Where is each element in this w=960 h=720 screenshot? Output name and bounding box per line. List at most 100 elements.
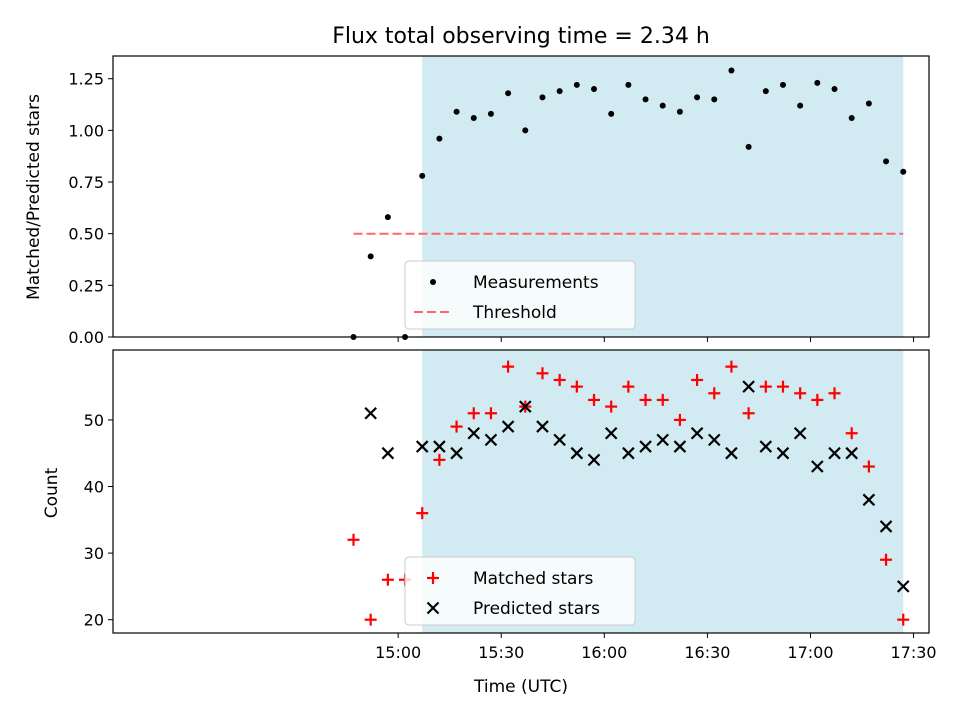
measurement-point: [883, 158, 890, 165]
measurement-point: [522, 127, 529, 134]
measurement-point: [384, 214, 391, 221]
y-tick-label: 0.75: [68, 173, 104, 192]
predicted-star-point: [622, 446, 635, 460]
matched-star-point: [794, 387, 807, 400]
y-tick-label: 0.50: [68, 225, 104, 244]
y-tick-label: 50: [84, 411, 104, 430]
count-panel: 15:00 15:30 16:00 16:30 17:00 17:30 20 30 40 50 Ma…: [84, 349, 937, 662]
measurement-point: [419, 172, 426, 179]
x-tick-label: 16:00: [581, 643, 627, 662]
matched-star-point: [553, 373, 566, 386]
predicted-star-point: [845, 446, 858, 460]
axes-frame: [112, 55, 930, 338]
predicted-star-point: [450, 446, 463, 460]
measurement-point: [762, 88, 769, 95]
matched-star-point: [656, 393, 669, 406]
predicted-star-point: [828, 446, 841, 460]
predicted-star-point: [673, 440, 687, 453]
measurement-point: [573, 81, 580, 88]
ratio-panel: 0.00 0.25 0.50 0.75 1.00 1.25 Measurements Thre…: [68, 55, 930, 347]
matched-star-point: [416, 507, 429, 520]
matched-star-point: [811, 393, 824, 406]
matched-star-point: [450, 420, 463, 433]
x-tick-label: 16:30: [684, 643, 730, 662]
predicted-star-point: [725, 446, 738, 460]
matched-star-point: [639, 393, 652, 406]
x-axis-label: Time (UTC): [473, 677, 568, 697]
matched-star-point: [725, 360, 738, 373]
matched-star-point: [880, 553, 893, 566]
x-tick-label: 17:00: [787, 643, 833, 662]
matched-star-point: [776, 380, 789, 393]
predicted-star-point: [639, 440, 652, 453]
measurement-point: [556, 88, 563, 95]
matched-star-point: [759, 380, 772, 393]
matched-star-point: [673, 413, 686, 426]
matched-star-point: [536, 367, 549, 380]
measurement-point: [436, 135, 443, 142]
predicted-star-point: [426, 601, 440, 615]
measurement-point: [865, 100, 872, 107]
measurement-point: [831, 86, 838, 93]
matched-star-point: [570, 380, 583, 393]
predicted-star-point: [759, 440, 773, 453]
legend-label: Measurements: [473, 273, 599, 293]
y-tick-label: 0.25: [68, 276, 104, 295]
matched-star-point: [897, 613, 910, 626]
y-tick-label: 20: [84, 611, 104, 630]
predicted-star-point: [811, 460, 824, 473]
measurement-point: [608, 110, 615, 117]
y-tick-label: 30: [84, 544, 104, 563]
legend: Matched stars Predicted stars: [404, 556, 636, 626]
predicted-star-point: [364, 406, 377, 420]
matched-star-point: [605, 400, 618, 413]
measurement-point: [470, 114, 477, 121]
measurement-point: [625, 81, 632, 88]
y-tick-label: 1.25: [68, 70, 104, 89]
measurement-point: [539, 94, 546, 101]
matched-star-point: [347, 533, 360, 546]
predicted-star-point: [501, 420, 515, 433]
chart-title: Flux total observing time = 2.34 h: [332, 24, 710, 49]
predicted-star-point: [570, 446, 584, 460]
x-tick-label: 15:30: [478, 643, 524, 662]
measurement-point: [676, 108, 683, 115]
matched-star-point: [364, 613, 377, 626]
predicted-star-point: [467, 426, 481, 440]
matched-star-point: [691, 373, 704, 386]
matched-star-point: [622, 380, 635, 393]
predicted-star-point: [656, 433, 670, 447]
legend-marker: [430, 279, 436, 285]
measurement-point: [694, 94, 701, 101]
measurement-point: [487, 110, 494, 117]
legend: Measurements Threshold: [404, 260, 636, 330]
predicted-star-point: [707, 433, 721, 447]
matched-star-point: [502, 360, 515, 373]
matched-star-point: [828, 387, 841, 400]
measurement-point: [659, 102, 666, 109]
predicted-star-point: [742, 380, 755, 393]
matched-star-point: [467, 407, 480, 420]
y-tick-label: 1.00: [68, 121, 104, 140]
measurement-point: [814, 79, 821, 86]
predicted-star-point: [690, 426, 704, 440]
predicted-star-point: [484, 433, 498, 447]
legend-label: Predicted stars: [473, 599, 600, 619]
measurement-point: [728, 67, 735, 74]
measurement-point: [591, 86, 598, 93]
matched-star-point: [433, 453, 446, 466]
predicted-star-point: [896, 580, 910, 593]
predicted-star-point: [587, 453, 601, 467]
measurement-point: [797, 102, 804, 109]
measurement-point: [779, 81, 786, 88]
predicted-star-point: [879, 520, 893, 533]
measurement-point: [505, 90, 512, 97]
measurement-point: [367, 253, 374, 260]
legend-box: [404, 260, 636, 330]
predicted-star-point: [604, 426, 618, 440]
predicted-star-point: [536, 420, 549, 433]
matched-star-point: [742, 407, 755, 420]
predicted-star-point: [381, 446, 395, 460]
predicted-star-point: [433, 440, 446, 453]
measurement-point: [900, 168, 907, 175]
